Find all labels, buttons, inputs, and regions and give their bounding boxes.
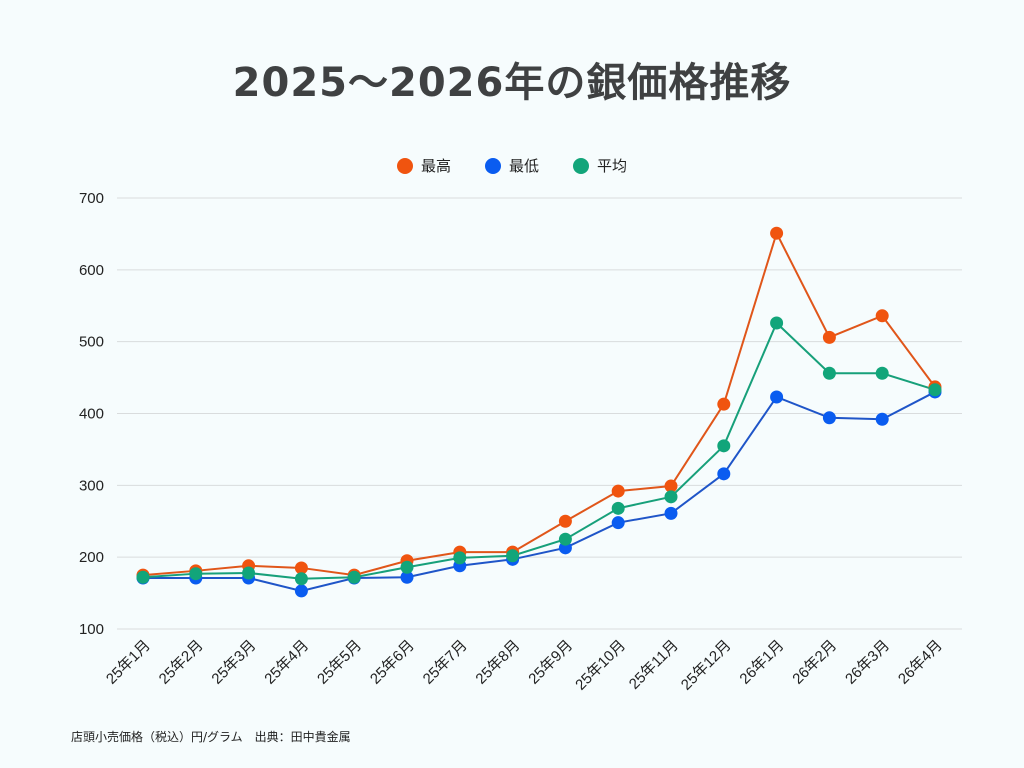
chart-title: 2025～2026年の銀価格推移 — [232, 60, 792, 106]
x-tick-label: 25年8月 — [472, 637, 523, 688]
data-point-min — [717, 467, 731, 481]
legend-label-avg: 平均 — [597, 157, 628, 175]
data-point-avg — [822, 366, 836, 380]
data-point-min — [294, 584, 308, 598]
series-line-avg — [142, 321, 936, 580]
series-line-min — [143, 391, 936, 592]
data-point-avg — [928, 383, 942, 397]
data-point-max — [875, 309, 889, 323]
legend-marker-min — [484, 157, 501, 174]
legend-label-min: 最低 — [508, 157, 539, 175]
data-point-min — [875, 412, 889, 426]
footnote: 店頭小売価格（税込）円/グラム 出典：田中貴金属 — [71, 730, 351, 744]
data-point-avg — [347, 570, 361, 584]
x-tick-label: 25年6月 — [367, 637, 418, 688]
data-point-max — [611, 484, 625, 498]
legend-marker-avg — [573, 157, 589, 174]
data-point-min — [664, 506, 678, 520]
legend-item-max[interactable]: 最高 — [396, 155, 451, 176]
data-point-avg — [558, 532, 572, 546]
data-point-avg — [717, 439, 731, 453]
x-tick-label: 25年4月 — [261, 637, 312, 688]
y-tick-label: 100 — [79, 621, 104, 638]
x-tick-label: 25年2月 — [156, 637, 207, 688]
data-point-max — [294, 561, 308, 575]
x-tick-label: 26年2月 — [789, 637, 840, 688]
data-point-avg — [770, 316, 784, 330]
legend-label-max: 最高 — [420, 157, 451, 175]
x-tick-label: 25年3月 — [208, 637, 259, 688]
y-tick-label: 500 — [79, 334, 104, 351]
y-tick-label: 600 — [79, 262, 104, 279]
y-tick-label: 300 — [79, 477, 104, 494]
legend: 最高 最低 平均 — [0, 155, 1024, 176]
legend-marker-max — [396, 157, 413, 174]
data-point-avg — [453, 551, 467, 565]
x-tick-label: 25年1月 — [103, 637, 154, 688]
y-tick-label: 700 — [79, 190, 104, 207]
legend-item-avg[interactable]: 平均 — [573, 155, 627, 176]
data-point-max — [822, 330, 836, 344]
data-point-max — [770, 226, 784, 240]
series-line-max — [142, 230, 936, 577]
x-tick-label: 26年1月 — [736, 637, 787, 688]
x-tick-label: 25年7月 — [420, 637, 471, 688]
data-point-min — [770, 390, 784, 404]
data-point-avg — [875, 366, 889, 380]
data-point-max — [664, 479, 678, 493]
data-point-min — [822, 411, 836, 425]
x-tick-label: 25年9月 — [525, 637, 576, 688]
data-point-avg — [664, 490, 678, 504]
legend-item-min[interactable]: 最低 — [484, 155, 539, 176]
x-tick-label: 26年4月 — [895, 637, 946, 688]
data-point-max — [717, 397, 731, 411]
data-point-avg — [294, 572, 308, 586]
x-tick-label: 25年11月 — [626, 637, 682, 693]
data-point-max — [558, 514, 572, 528]
data-point-avg — [136, 570, 150, 584]
data-point-avg — [242, 566, 256, 580]
data-point-avg — [506, 549, 520, 563]
x-tick-label: 25年5月 — [314, 637, 365, 688]
x-tick-label: 25年10月 — [572, 637, 629, 694]
data-point-avg — [189, 567, 203, 581]
y-tick-label: 200 — [79, 549, 104, 566]
data-point-avg — [611, 501, 625, 515]
y-tick-label: 400 — [79, 406, 104, 423]
x-tick-label: 26年3月 — [842, 637, 893, 688]
data-point-min — [611, 516, 625, 530]
data-point-avg — [400, 560, 414, 574]
data-point-min — [400, 570, 414, 584]
x-tick-label: 25年12月 — [678, 637, 735, 694]
